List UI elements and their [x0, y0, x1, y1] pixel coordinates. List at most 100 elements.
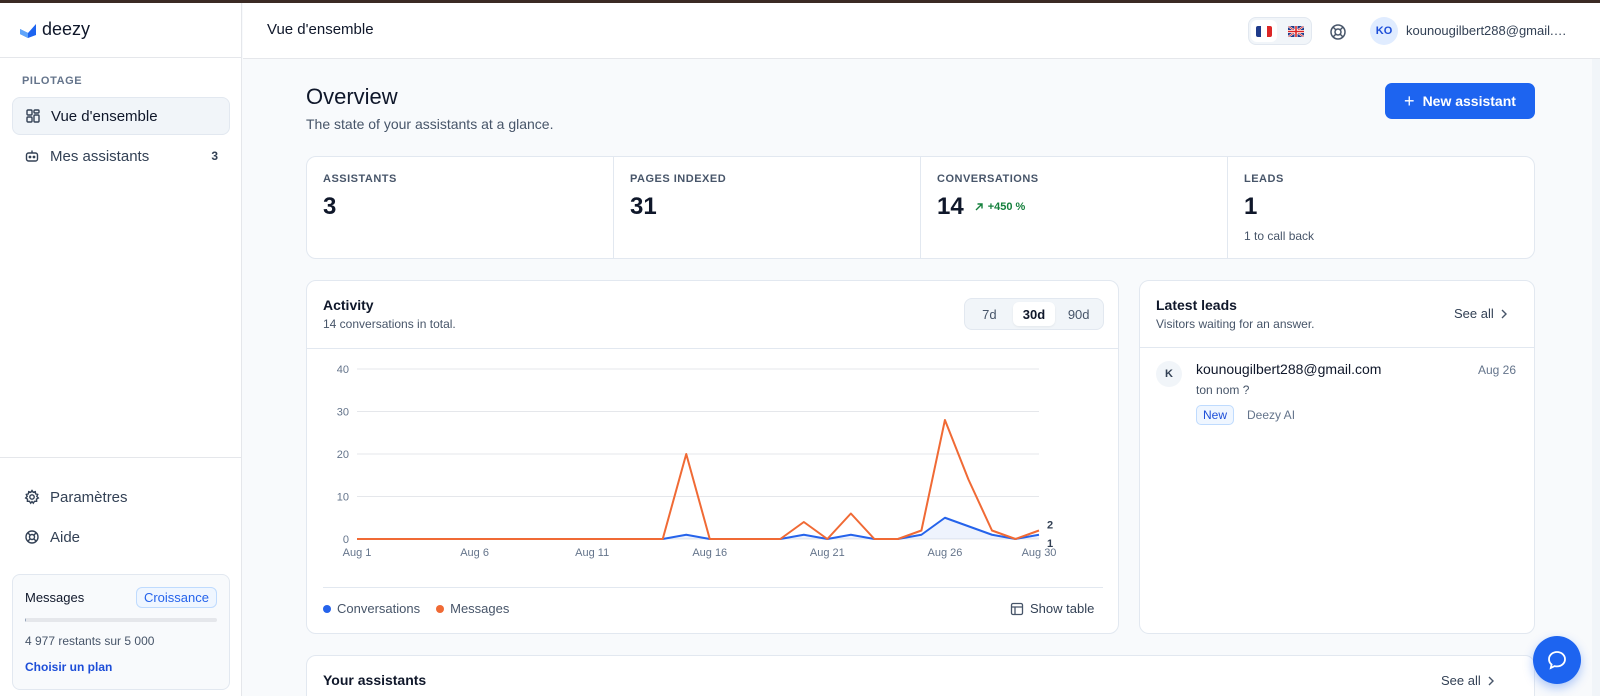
lead-source: Deezy AI: [1247, 408, 1296, 422]
stat-pages-indexed: PAGES INDEXED 31: [614, 157, 921, 258]
page-subtitle: The state of your assistants at a glance…: [306, 116, 554, 132]
activity-line-chart: 0 10 20 30 40 Aug 1 Aug 6 Aug 11 Aug 16 Aug 21 Aug…: [337, 364, 1057, 559]
chevron-right-icon: [1501, 309, 1507, 318]
y-tick-label: 0: [343, 534, 349, 546]
language-fr-button[interactable]: [1251, 20, 1277, 42]
legend-label: Messages: [450, 601, 510, 616]
messages-quota-card: Messages Croissance 4 977 restants sur 5…: [12, 574, 230, 690]
chart-legend: Conversations Messages: [323, 601, 509, 616]
fr-flag-icon: [1256, 25, 1272, 37]
stat-value: 1: [1244, 193, 1258, 220]
stat-delta: +450 %: [974, 201, 1026, 213]
sidebar: deezy PILOTAGE Vue d'ensemble Mes assist…: [0, 3, 242, 696]
stat-conversations: CONVERSATIONS 14 +450 %: [921, 157, 1228, 258]
show-table-button[interactable]: Show table: [1010, 601, 1094, 616]
chat-launcher-button[interactable]: [1533, 636, 1581, 684]
leads-title: Latest leads: [1156, 297, 1237, 313]
stat-label: LEADS: [1244, 173, 1284, 185]
stat-label: CONVERSATIONS: [937, 173, 1039, 185]
lifebuoy-icon: [25, 530, 39, 544]
activity-divider: [307, 348, 1118, 349]
range-30d[interactable]: 30d: [1012, 302, 1056, 326]
sidebar-section-label: PILOTAGE: [22, 75, 83, 87]
y-tick-label: 20: [337, 449, 349, 461]
conversations-end-label: 1: [1047, 538, 1053, 550]
legend-label: Conversations: [337, 601, 421, 616]
range-7d[interactable]: 7d: [982, 306, 997, 322]
help-lifebuoy-icon[interactable]: [1329, 23, 1347, 41]
topbar: Vue d'ensemble KO kounougilbert288@gmail…: [243, 3, 1600, 59]
language-en-button[interactable]: [1283, 20, 1309, 42]
sidebar-item-settings[interactable]: Paramètres: [12, 478, 230, 516]
stat-value: 14: [937, 193, 964, 220]
sidebar-item-overview[interactable]: Vue d'ensemble: [12, 97, 230, 135]
legend-dot: [436, 604, 445, 613]
plan-badge: Croissance: [135, 587, 217, 608]
legend-messages: Messages: [436, 601, 509, 616]
sidebar-divider: [0, 457, 242, 458]
sidebar-item-help[interactable]: Aide: [12, 518, 230, 556]
chevron-right-icon: [1488, 676, 1494, 685]
assistants-see-all-link[interactable]: See all: [1441, 673, 1495, 688]
activity-card: Activity 14 conversations in total. 7d 3…: [306, 280, 1119, 634]
x-tick-label: Aug 11: [575, 547, 609, 559]
page-breadcrumb: Vue d'ensemble: [267, 21, 374, 38]
lead-email: kounougilbert288@gmail.com: [1196, 361, 1382, 377]
page-scrollbar[interactable]: [1592, 59, 1600, 696]
lead-message: ton nom ?: [1196, 383, 1250, 397]
messages-usage-bar: [25, 618, 217, 622]
stats-panel: ASSISTANTS 3 PAGES INDEXED 31 CONVERSATI…: [306, 156, 1535, 259]
x-tick-label: Aug 16: [692, 547, 727, 559]
show-table-label: Show table: [1030, 601, 1095, 616]
window-top-border: [0, 0, 1600, 3]
x-tick-label: Aug 26: [927, 547, 962, 559]
page-title: Overview: [306, 84, 398, 109]
series-messages-line: [357, 419, 1040, 540]
activity-title: Activity: [323, 297, 374, 313]
user-email[interactable]: kounougilbert288@gmail.com: [1406, 23, 1568, 38]
user-avatar[interactable]: KO: [1370, 17, 1398, 45]
leads-divider: [1140, 347, 1534, 348]
sidebar-item-label: Vue d'ensemble: [51, 107, 158, 125]
your-assistants-card: Your assistants See all: [306, 655, 1535, 696]
sidebar-item-label: Paramètres: [50, 488, 128, 506]
stat-value: 31: [630, 193, 657, 220]
sidebar-item-assistants[interactable]: Mes assistants 3: [12, 137, 230, 175]
app-logo[interactable]: deezy: [18, 19, 90, 40]
stat-label: ASSISTANTS: [323, 173, 397, 185]
assistants-title: Your assistants: [323, 672, 427, 688]
messages-quota-title: Messages: [25, 590, 85, 605]
lead-avatar: K: [1156, 361, 1182, 387]
plus-icon: +: [1404, 90, 1415, 111]
conversations-area: [357, 517, 1039, 539]
lead-status-badge: New: [1196, 405, 1235, 425]
stat-assistants: ASSISTANTS 3: [307, 157, 614, 258]
gear-icon: [24, 489, 40, 505]
messages-usage-fill: [25, 618, 26, 622]
y-tick-label: 30: [337, 407, 349, 419]
new-assistant-label: New assistant: [1422, 93, 1516, 109]
bot-icon: [25, 150, 39, 162]
x-tick-label: Aug 21: [810, 547, 845, 559]
assistants-count: 3: [211, 149, 218, 163]
lead-date: Aug 26: [1478, 363, 1517, 377]
dashboard-icon: [26, 109, 40, 123]
deezy-logo-icon: [20, 23, 36, 38]
table-icon: [1010, 602, 1024, 615]
trend-up-icon: [975, 203, 983, 211]
choose-plan-link[interactable]: Choisir un plan: [25, 660, 113, 674]
stat-sub: 1 to call back: [1244, 229, 1315, 243]
range-90d[interactable]: 90d: [1067, 306, 1090, 322]
language-switcher: [1248, 17, 1312, 45]
sidebar-item-label: Mes assistants: [50, 147, 150, 165]
chat-bubble-icon: [1548, 651, 1566, 670]
new-assistant-button[interactable]: + New assistant: [1385, 83, 1535, 119]
stat-delta-value: +450 %: [987, 201, 1026, 213]
range-selector: 7d 30d 90d: [964, 298, 1104, 330]
stat-label: PAGES INDEXED: [630, 173, 727, 185]
activity-subtitle: 14 conversations in total.: [323, 317, 456, 331]
leads-see-all-link[interactable]: See all: [1454, 306, 1508, 321]
app-name: deezy: [42, 19, 91, 39]
x-tick-label: Aug 1: [343, 547, 372, 559]
x-tick-label: Aug 6: [460, 547, 489, 559]
